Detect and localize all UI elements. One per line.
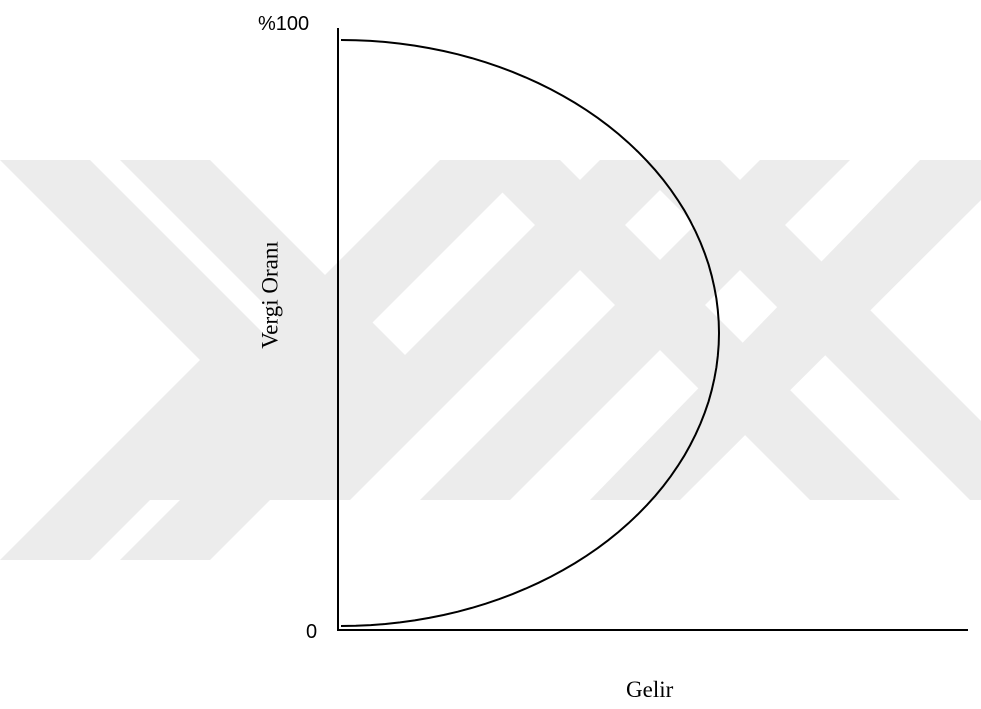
watermark-chevron-mid [120, 160, 410, 560]
tax-curve-line [340, 39, 721, 627]
watermark-stripe-e [470, 160, 900, 500]
watermark-stripe-d [590, 160, 981, 500]
y-axis-label: Vergi Oranı [257, 241, 283, 349]
x-axis-label: Gelir [626, 677, 674, 702]
y-tick-label-top: %100 [258, 13, 310, 35]
watermark-stripe-f [630, 160, 981, 500]
watermark-shapes [0, 160, 981, 560]
watermark-stripe-a [100, 160, 530, 500]
y-tick-label-zero: 0 [306, 621, 318, 643]
